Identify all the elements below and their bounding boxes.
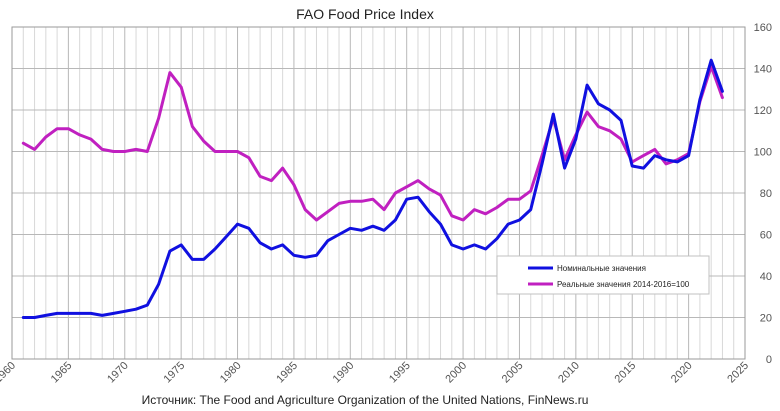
x-tick-label: 2000 xyxy=(443,360,469,386)
series-line-nominal xyxy=(21,58,724,319)
legend-label-nominal: Номинальные значения xyxy=(557,264,646,273)
grid xyxy=(11,26,746,360)
series-layer xyxy=(21,58,724,319)
plot-frame xyxy=(11,26,746,360)
legend: Номинальные значения Реальные значения 2… xyxy=(496,255,710,295)
x-tick-label: 1990 xyxy=(331,360,357,386)
y-tick-label: 60 xyxy=(760,230,772,242)
y-tick-label: 140 xyxy=(754,64,772,76)
x-tick-label: 1960 xyxy=(0,360,18,386)
y-tick-label: 160 xyxy=(754,22,772,34)
legend-label-real: Реальные значения 2014-2016=100 xyxy=(557,280,690,289)
legend-box xyxy=(496,255,710,295)
y-tick-label: 20 xyxy=(760,313,772,325)
y-tick-label: 40 xyxy=(760,271,772,283)
y-tick-label: 120 xyxy=(754,105,772,117)
x-tick-label: 1965 xyxy=(49,360,75,386)
x-axis-ticks: 1960 1965 1970 1975 1980 1985 1990 1995 2000 2005… xyxy=(0,360,751,386)
x-tick-label: 1970 xyxy=(105,360,131,386)
x-tick-label: 2020 xyxy=(669,360,695,386)
x-tick-label: 2010 xyxy=(556,360,582,386)
y-tick-label: 80 xyxy=(760,188,772,200)
series-line-real xyxy=(21,64,724,222)
x-tick-label: 1985 xyxy=(274,360,300,386)
x-tick-label: 1995 xyxy=(387,360,413,386)
plot-area-border xyxy=(11,26,746,360)
x-tick-label: 1975 xyxy=(161,360,187,386)
x-tick-label: 2015 xyxy=(613,360,639,386)
y-axis-ticks: 0 20 40 60 80 100 120 140 160 xyxy=(754,22,772,366)
x-tick-label: 1980 xyxy=(218,360,244,386)
source-note: Источник: The Food and Agriculture Organ… xyxy=(142,393,589,407)
y-tick-label: 0 xyxy=(766,354,772,366)
chart-title: FAO Food Price Index xyxy=(296,6,434,22)
x-tick-label: 2005 xyxy=(500,360,526,386)
y-tick-label: 100 xyxy=(754,147,772,159)
x-tick-label: 2025 xyxy=(725,360,751,386)
